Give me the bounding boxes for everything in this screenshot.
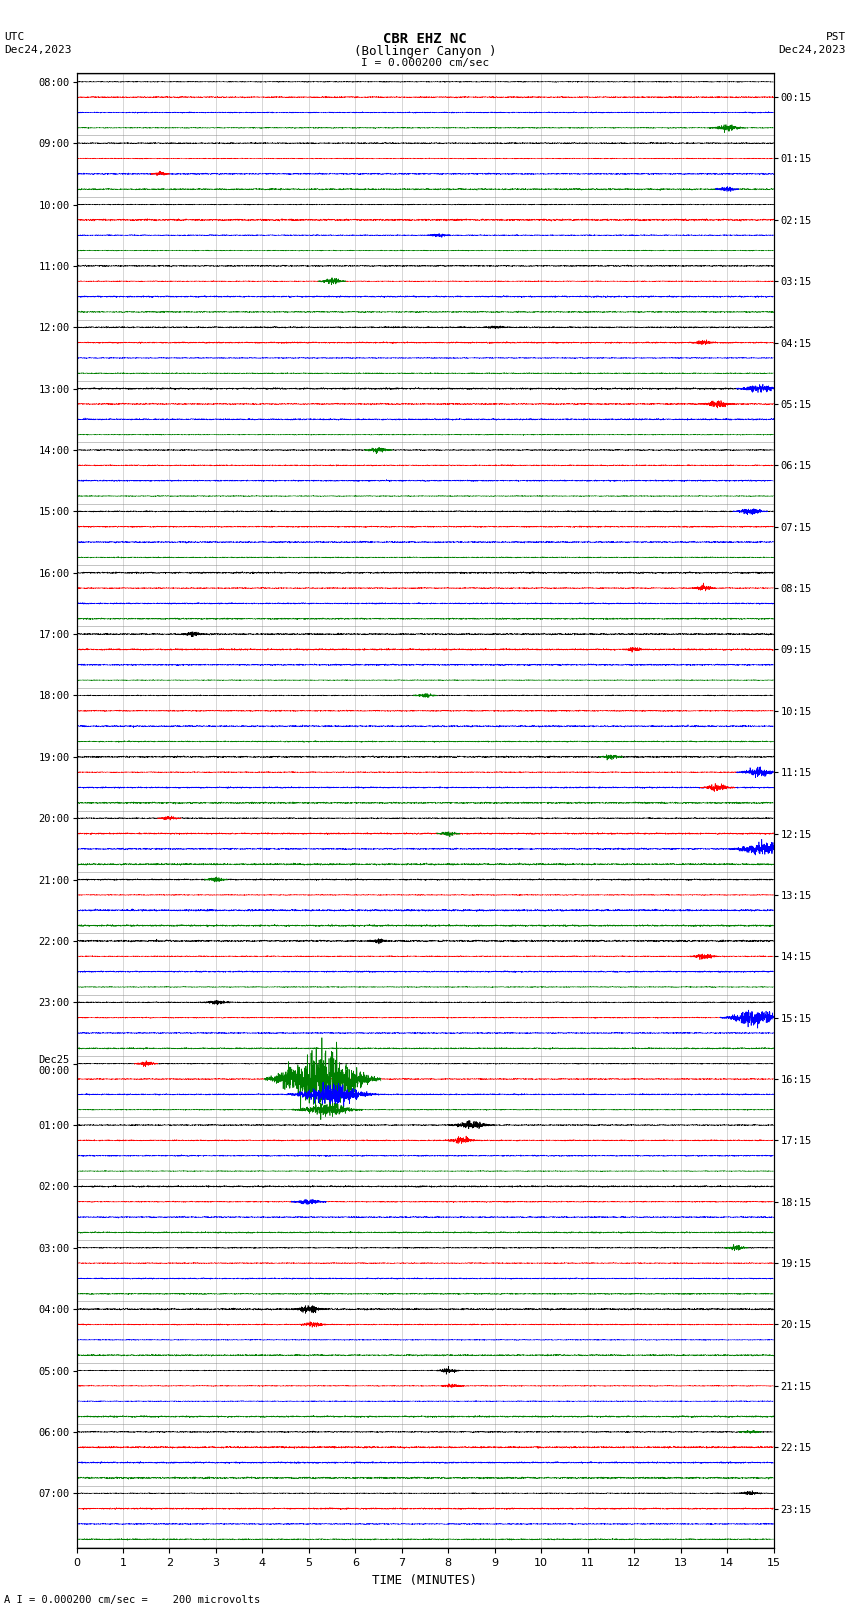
Text: I = 0.000200 cm/sec: I = 0.000200 cm/sec xyxy=(361,58,489,68)
Text: CBR EHZ NC: CBR EHZ NC xyxy=(383,32,467,47)
X-axis label: TIME (MINUTES): TIME (MINUTES) xyxy=(372,1574,478,1587)
Text: PST: PST xyxy=(825,32,846,42)
Text: (Bollinger Canyon ): (Bollinger Canyon ) xyxy=(354,45,496,58)
Text: UTC: UTC xyxy=(4,32,25,42)
Text: A I = 0.000200 cm/sec =    200 microvolts: A I = 0.000200 cm/sec = 200 microvolts xyxy=(4,1595,260,1605)
Text: Dec24,2023: Dec24,2023 xyxy=(779,45,846,55)
Text: Dec24,2023: Dec24,2023 xyxy=(4,45,71,55)
